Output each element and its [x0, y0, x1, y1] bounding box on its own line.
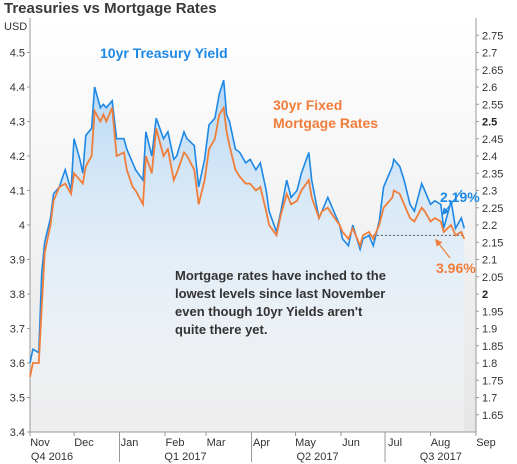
series-line-mortgage [29, 105, 466, 377]
right-tick-label: 1.9 [482, 324, 497, 336]
right-tick-label: 2.4 [482, 151, 497, 163]
right-tick-label: 2.15 [482, 237, 503, 249]
right-tick-label: 1.95 [482, 306, 503, 318]
x-tick-label: Feb [165, 437, 184, 449]
right-tick-label: 2.05 [482, 272, 503, 284]
x-tick-label: Jul [388, 437, 402, 449]
right-tick-label: 2.35 [482, 168, 503, 180]
left-axis-unit: USD [4, 21, 27, 33]
right-tick-label: 1.65 [482, 410, 503, 422]
right-tick-label: 2.45 [482, 134, 503, 146]
left-axis-ticks: 3.4 3.5 3.6 3.7 3.8 3.9 4 4.1 4.2 4.3 4.4 4.5 [10, 48, 30, 439]
annotation-line: lowest levels since last November [175, 286, 385, 301]
annotation-line: Mortgage rates have inched to the [175, 268, 386, 283]
annotation-text: Mortgage rates have inched to the lowest … [175, 268, 386, 337]
quarter-label: Q4 2016 [31, 451, 73, 463]
left-tick-label: 4.4 [10, 82, 25, 94]
quarter-label: Q1 2017 [164, 451, 206, 463]
right-tick-label: 2.55 [482, 99, 503, 111]
right-tick-label: 2.5 [482, 117, 497, 129]
left-tick-label: 3.5 [10, 393, 25, 405]
right-tick-label: 1.75 [482, 375, 503, 387]
right-tick-label: 2.25 [482, 203, 503, 215]
left-tick-label: 4.5 [10, 48, 25, 60]
right-tick-label: 1.85 [482, 341, 503, 353]
mortgage-end-label: 3.96% [436, 260, 476, 276]
right-tick-label: 1.8 [482, 358, 497, 370]
x-tick-label: Apr [253, 437, 270, 449]
quarter-label: Q3 2017 [420, 451, 462, 463]
annotation-line: quite there yet. [175, 322, 267, 337]
right-axis-ticks: 1.65 1.7 1.75 1.8 1.85 1.9 1.95 2 2.05 2.1 2.15 2.2… [476, 30, 503, 422]
left-tick-label: 3.6 [10, 358, 25, 370]
x-tick-label: Sep [476, 437, 496, 449]
series-label-mortgage: 30yr Fixed Mortgage Rates [273, 97, 378, 131]
left-tick-label: 3.9 [10, 255, 25, 267]
left-tick-label: 3.7 [10, 324, 25, 336]
x-tick-label: Nov [30, 437, 50, 449]
right-tick-label: 2 [482, 289, 488, 301]
left-tick-label: 4 [19, 220, 25, 232]
left-tick-label: 4.1 [10, 186, 25, 198]
x-tick-label: Jan [121, 437, 139, 449]
x-tick-label: Aug [431, 437, 451, 449]
right-tick-label: 2.65 [482, 65, 503, 77]
chart-title: Treasuries vs Mortgage Rates [4, 0, 217, 17]
x-tick-label: Mar [207, 437, 226, 449]
left-tick-label: 4.3 [10, 117, 25, 129]
x-tick-label: Dec [74, 437, 94, 449]
series-line-treasury [29, 79, 466, 364]
left-tick-label: 3.8 [10, 289, 25, 301]
left-tick-label: 4.2 [10, 151, 25, 163]
series-label-mortgage-line: Mortgage Rates [273, 115, 378, 131]
right-tick-label: 2.75 [482, 30, 503, 42]
quarter-label: Q2 2017 [296, 451, 338, 463]
x-tick-label: May [295, 437, 316, 449]
treasury-area-fill [30, 80, 465, 432]
right-tick-label: 2.3 [482, 186, 497, 198]
series-label-treasury: 10yr Treasury Yield [100, 45, 228, 61]
mortgage-end-arrow [435, 238, 451, 259]
right-tick-label: 2.7 [482, 48, 497, 60]
treasury-end-label: 2.19% [440, 189, 480, 205]
x-tick-label: Jun [342, 437, 360, 449]
left-tick-label: 3.4 [10, 427, 25, 439]
x-axis-ticks: Nov Dec Jan Feb Mar Apr May Jun Jul Aug Sep Q4 2016… [29, 432, 496, 463]
series-label-mortgage-line: 30yr Fixed [273, 97, 342, 113]
right-tick-label: 2.6 [482, 82, 497, 94]
right-tick-label: 1.7 [482, 393, 497, 405]
annotation-line: even though 10yr Yields aren't [175, 304, 363, 319]
right-tick-label: 2.1 [482, 255, 497, 267]
treasury-end-arrow [442, 189, 463, 216]
right-tick-label: 2.2 [482, 220, 497, 232]
